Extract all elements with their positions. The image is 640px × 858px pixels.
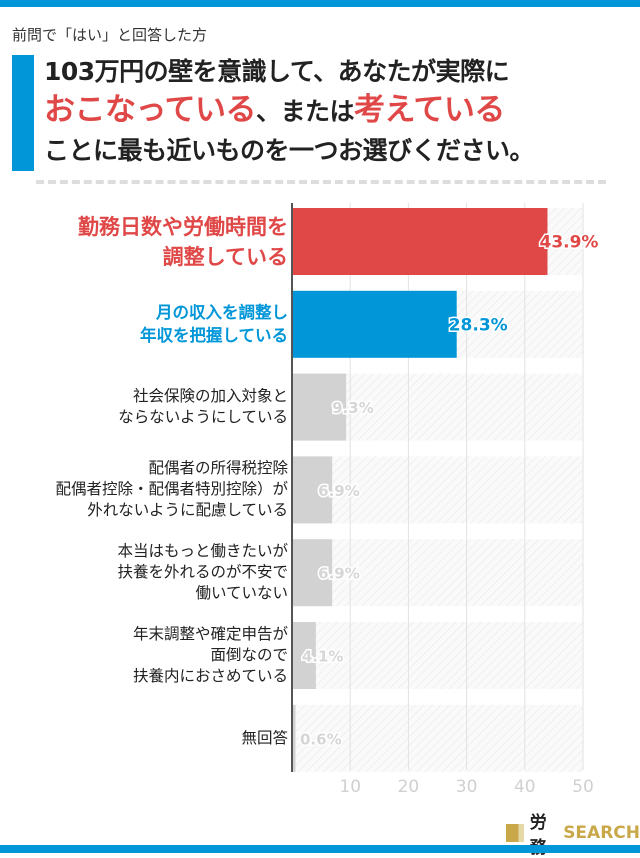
row-background — [292, 456, 583, 524]
category-label-line: 無回答 — [241, 728, 288, 747]
x-tick-label: 20 — [398, 777, 420, 797]
category-label-line: 配偶者の所得税控除 — [148, 459, 288, 478]
category-label-line: 働いていない — [195, 584, 288, 603]
category-label: 本当はもっと働きたいが 扶養を外れるのが不安で働いていない — [117, 541, 288, 604]
respondent-note: 前問で「はい」と回答した方 — [12, 26, 208, 44]
bar — [292, 622, 316, 689]
category-label: 無回答 — [241, 728, 288, 749]
category-label-line: 面倒なので — [210, 646, 288, 664]
data-label: 4.1% — [302, 648, 344, 666]
question-line-1: 103万円の壁を意識して、あなたが実際に — [44, 57, 510, 86]
x-tick-label: 50 — [572, 777, 594, 797]
data-label: 43.9% — [539, 233, 598, 253]
bar — [292, 456, 333, 524]
bar — [292, 208, 548, 275]
category-label-line: 本当はもっと働きたいが — [117, 542, 288, 561]
row-background — [292, 539, 583, 607]
data-label: 28.3% — [449, 315, 508, 335]
category-label-line: 社会保険の加入対象と — [132, 387, 288, 406]
logo-text-2: SEARCH — [563, 823, 640, 843]
bar — [292, 290, 457, 358]
category-label-line: 勤務日数や労働時間を — [78, 214, 288, 239]
data-label: 9.3% — [332, 399, 374, 417]
category-label-line: 年収を把握している — [139, 326, 288, 346]
bar — [292, 539, 333, 607]
x-tick-label: 40 — [514, 777, 536, 797]
bar — [292, 704, 296, 772]
category-label-line: 調整している — [162, 244, 288, 269]
book-logo-icon — [506, 824, 524, 842]
category-label: 社会保険の加入対象とならないようにしている — [118, 386, 288, 428]
bottom-bar — [0, 845, 640, 853]
category-label: 月の収入を調整し年収を把握している — [140, 301, 288, 347]
category-label-line: 月の収入を調整し — [156, 303, 288, 323]
category-label-line: 外れないように配慮している — [87, 501, 288, 520]
question-emphasis-1: おこなっている — [44, 92, 256, 128]
row-background — [292, 704, 583, 772]
category-label-line: 扶養内におさめている — [132, 667, 288, 685]
question-emphasis-2: 考えている — [353, 92, 505, 128]
category-label-line: 年末調整や確定申告が — [132, 625, 288, 643]
question-accent-bar — [12, 55, 34, 171]
top-bar — [0, 0, 640, 7]
question-mid: 、または — [255, 97, 355, 126]
question-line-3: ことに最も近いものを一つお選びください。 — [44, 136, 535, 165]
question-line-2: おこなっている、または考えている — [44, 91, 534, 131]
category-label: 勤務日数や労働時間を調整している — [78, 212, 288, 272]
row-background — [292, 622, 583, 689]
category-label-line: 扶養を外れるのが不安で — [117, 563, 288, 582]
bar — [292, 373, 347, 441]
data-label: 6.9% — [318, 482, 360, 500]
divider — [36, 180, 606, 184]
category-label: 年末調整や確定申告が面倒なので扶養内におさめている — [133, 624, 288, 687]
x-tick-label: 30 — [456, 777, 478, 797]
category-label: 配偶者の所得税控除配偶者控除・配偶者特別控除）が外れないように配慮している — [55, 458, 288, 521]
category-label-line: ならないようにしている — [118, 408, 288, 427]
question-title: 103万円の壁を意識して、あなたが実際に おこなっている、または考えている こと… — [44, 52, 535, 170]
category-label-line: 配偶者控除・配偶者特別控除）が — [55, 480, 288, 499]
x-tick-label: 10 — [339, 777, 361, 797]
data-label: 0.6% — [300, 730, 342, 748]
data-label: 6.9% — [318, 565, 360, 583]
